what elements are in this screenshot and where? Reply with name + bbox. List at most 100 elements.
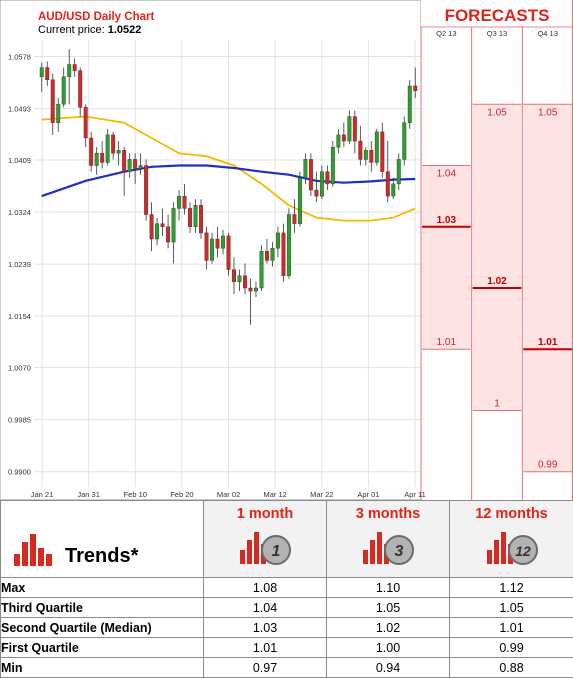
candle [375,129,379,166]
candle-body [106,135,110,163]
candle-body [67,64,71,76]
candle-body [133,159,137,168]
forecast-median-label: 1.01 [538,337,558,348]
svg-text:12: 12 [515,543,531,559]
candle-body [172,208,176,242]
current-price-label: Current price: [38,24,105,36]
y-tick-label: 1.0154 [8,312,31,321]
table-cell: 1.03 [204,618,327,638]
col-label-3-months: 3 months [327,506,449,522]
x-tick-label: Mar 12 [263,490,286,499]
table-cell: 1.04 [204,598,327,618]
candle-body [386,172,390,196]
candle-body [139,166,143,169]
x-tick-label: Feb 10 [124,490,147,499]
y-tick-label: 0.9985 [8,416,31,425]
col-label-12-months: 12 months [450,506,573,522]
candle [408,80,412,129]
candle-body [370,150,374,162]
row-label: Max [1,578,204,598]
candle-body [232,270,236,282]
candle-body [51,80,55,123]
table-row: First Quartile 1.01 1.00 0.99 [1,638,573,658]
candle [260,245,264,291]
x-tick-label: Apr 01 [357,490,379,499]
table-cell: 1.12 [450,578,573,598]
current-price-value: 1.0522 [108,24,142,36]
x-tick-label: Jan 21 [31,490,54,499]
candle-body [166,227,170,242]
candle-body [205,233,209,261]
candle-body [117,150,121,153]
candle [298,172,302,227]
candle [144,159,148,220]
x-tick-label: Mar 02 [217,490,240,499]
candle-body [375,132,379,163]
table-cell: 0.97 [204,658,327,678]
candle-body [128,159,132,171]
candle-body [144,166,148,215]
forecast-high-label: 1.05 [487,107,507,118]
table-cell: 1.01 [450,618,573,638]
forecast-low-label: 0.99 [538,460,558,471]
svg-text:1: 1 [272,543,281,560]
forecast-period-label: Q4 13 [537,29,557,38]
y-tick-label: 0.9900 [8,468,31,477]
y-tick-label: 1.0239 [8,260,31,269]
candle-body [45,68,49,80]
table-cell: 1.05 [327,598,450,618]
candle-body [337,135,341,147]
horizon-12-months-icon: 12 [485,528,539,566]
candle-body [210,239,214,260]
candle-body [40,68,44,77]
table-cell: 1.01 [204,638,327,658]
candle-body [359,141,363,159]
candle [89,132,93,172]
candle-body [403,123,407,160]
table-cell: 1.05 [450,598,573,618]
table-row: Second Quartile (Median) 1.03 1.02 1.01 [1,618,573,638]
table-row: Min 0.97 0.94 0.88 [1,658,573,678]
forecast-median-label: 1.03 [437,215,457,226]
table-cell: 0.94 [327,658,450,678]
col-header-3-months: 3 months 3 [327,501,450,578]
candle-body [56,104,60,122]
forecast-range-box [523,104,572,471]
candle-body [309,159,313,190]
candle-body [243,276,247,288]
candle [227,233,231,276]
candle-body [216,239,220,248]
forecast-period-label: Q3 13 [487,29,507,38]
candle [403,117,407,166]
candle-body [353,117,357,141]
candle-body [381,132,385,172]
row-label: Second Quartile (Median) [1,618,204,638]
table-cell: 0.88 [450,658,573,678]
x-tick-label: Feb 20 [170,490,193,499]
candle-body [122,150,126,171]
candle-body [249,288,253,291]
forecast-range-box [422,166,471,350]
candle-body [397,159,401,183]
trends-title: Trends* [65,545,138,568]
candle-body [298,178,302,224]
forecast-low-label: 1.01 [437,337,457,348]
forecast-low-label: 1 [494,398,500,409]
candle-body [326,172,330,184]
horizon-1-month-icon: 1 [238,528,292,566]
candle-body [408,86,412,123]
y-tick-label: 1.0070 [8,364,31,373]
row-label: Min [1,658,204,678]
candle-body [194,205,198,226]
candle-body [199,205,203,233]
candle-body [254,288,258,291]
candle [331,141,335,187]
candle-body [177,196,181,208]
forecast-high-label: 1.04 [437,169,457,180]
candle-body [315,190,319,196]
candle [309,153,313,196]
candle [199,199,203,239]
y-tick-label: 1.0409 [8,156,31,165]
